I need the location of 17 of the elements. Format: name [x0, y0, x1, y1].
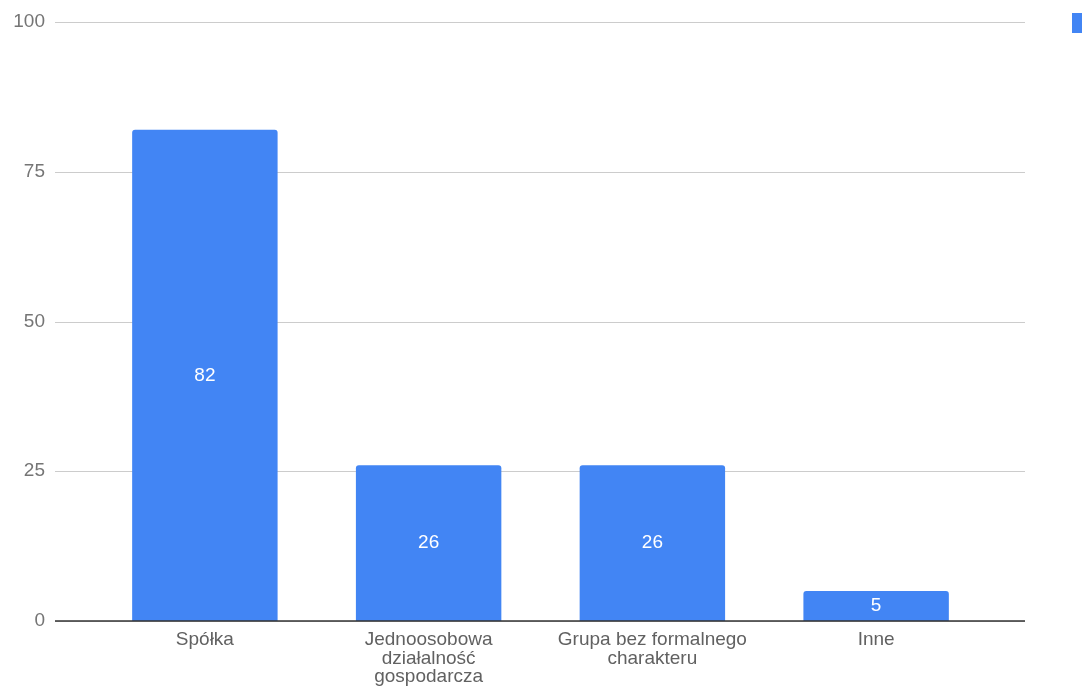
x-tick-label: Jednoosobowa działalność gospodarcza [364, 628, 493, 687]
x-tick-label: Spółka [175, 628, 235, 650]
bar [803, 591, 949, 621]
data-label: 5 [870, 594, 882, 616]
y-tick-label: 25 [23, 459, 45, 481]
y-tick-label: 100 [13, 10, 45, 32]
data-label: 26 [418, 531, 440, 553]
y-tick-label: 50 [23, 309, 45, 331]
x-tick-label: Inne [857, 628, 895, 650]
data-label: 82 [194, 363, 216, 385]
bar [579, 465, 726, 621]
bar [355, 465, 502, 621]
data-label: 26 [641, 531, 663, 553]
y-tick-label: 0 [34, 609, 45, 631]
bar [132, 129, 278, 621]
y-tick-label: 75 [23, 159, 45, 181]
x-tick-label: Grupa bez formalnego charakteru [557, 628, 747, 668]
